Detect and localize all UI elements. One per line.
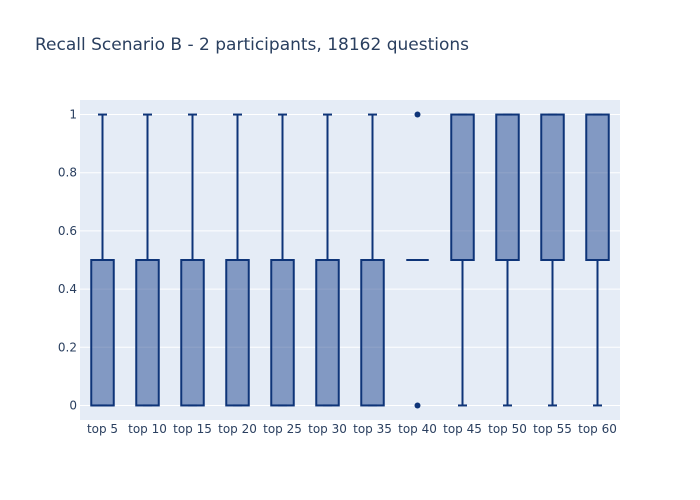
box-top-20 xyxy=(225,113,250,407)
x-tick-label: top 55 xyxy=(533,422,572,436)
box-body xyxy=(180,259,205,407)
box-top-40 xyxy=(406,111,429,409)
box-body xyxy=(585,113,610,261)
box-top-35 xyxy=(360,113,385,407)
y-axis-ticks: 0 0.2 0.4 0.6 0.8 1 xyxy=(58,108,77,413)
box-top-15 xyxy=(180,113,205,407)
x-tick-label: top 5 xyxy=(87,422,118,436)
y-tick-label: 0.2 xyxy=(58,340,77,354)
x-tick-label: top 30 xyxy=(308,422,347,436)
box-body xyxy=(225,259,250,407)
y-tick-label: 0.4 xyxy=(58,282,77,296)
box-body xyxy=(90,259,115,407)
box-top-5 xyxy=(90,113,115,407)
chart-title: Recall Scenario B - 2 participants, 1816… xyxy=(35,35,469,55)
box-top-30 xyxy=(315,113,340,407)
x-tick-label: top 60 xyxy=(578,422,617,436)
x-axis-ticks: top 5 top 10 top 15 top 20 top 25 top 30 top 3… xyxy=(87,422,617,436)
box-body xyxy=(270,259,295,407)
x-tick-label: top 20 xyxy=(218,422,257,436)
box-body xyxy=(315,259,340,407)
outlier-point xyxy=(414,111,421,118)
box-top-45 xyxy=(450,113,475,407)
plot-area xyxy=(80,100,620,420)
box-body xyxy=(135,259,160,407)
box-top-25 xyxy=(270,113,295,407)
boxes-layer xyxy=(90,111,610,409)
box-body xyxy=(360,259,385,407)
box-top-50 xyxy=(495,113,520,407)
x-tick-label: top 50 xyxy=(488,422,527,436)
x-tick-label: top 45 xyxy=(443,422,482,436)
y-tick-label: 0.8 xyxy=(58,166,77,180)
x-tick-label: top 35 xyxy=(353,422,392,436)
x-tick-label: top 10 xyxy=(128,422,167,436)
box-top-60 xyxy=(585,113,610,407)
box-body xyxy=(495,113,520,261)
y-tick-label: 0 xyxy=(69,398,77,412)
x-tick-label: top 25 xyxy=(263,422,302,436)
box-top-55 xyxy=(540,113,565,407)
y-tick-label: 1 xyxy=(69,108,77,122)
box-body xyxy=(540,113,565,261)
grid-layer xyxy=(80,114,620,406)
box-top-10 xyxy=(135,113,160,407)
outlier-point xyxy=(414,402,421,409)
x-tick-label: top 40 xyxy=(398,422,437,436)
box-body xyxy=(450,113,475,261)
y-tick-label: 0.6 xyxy=(58,224,77,238)
x-tick-label: top 15 xyxy=(173,422,212,436)
